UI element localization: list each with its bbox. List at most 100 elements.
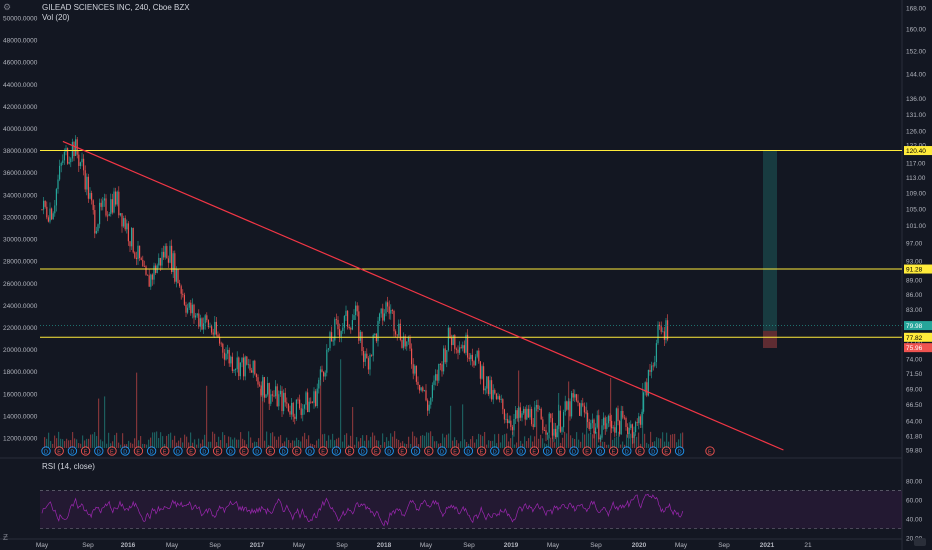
volume-bar [168, 434, 170, 448]
volume-bar [62, 439, 64, 448]
candle-body [532, 424, 534, 428]
candle-body [452, 335, 454, 346]
volume-bar [396, 438, 398, 448]
candle-body [254, 360, 256, 375]
candle-body [379, 313, 381, 321]
dividend-marker-label: D [44, 450, 48, 456]
volume-bar [428, 432, 430, 448]
candle-body [364, 353, 366, 362]
candle-body [273, 395, 275, 397]
volume-bar [508, 441, 510, 448]
time-tick-label: Sep [590, 542, 602, 549]
stop-zone [763, 330, 777, 348]
volume-tick-label: 42000.0000 [3, 104, 38, 111]
volume-bar [430, 431, 432, 448]
volume-bar [588, 433, 590, 448]
dividend-marker-label: D [387, 450, 391, 456]
volume-bar [604, 441, 606, 448]
volume-bar [544, 443, 546, 448]
candle-body [462, 345, 464, 349]
volume-bar [66, 438, 68, 448]
volume-bar [130, 442, 132, 448]
volume-bar [312, 444, 314, 448]
candle-body [622, 410, 624, 418]
candle-body [534, 407, 536, 428]
time-tick-label: May [166, 542, 179, 549]
rsi-indicator-label[interactable]: RSI (14, close) [42, 462, 95, 471]
candle-body [206, 315, 208, 321]
candle-body [292, 402, 294, 417]
candle-body [166, 246, 168, 259]
volume-bar [480, 434, 482, 448]
zoom-icon[interactable]: Ƶ [3, 533, 8, 542]
future-earnings-marker-label: E [708, 450, 712, 456]
volume-bar [274, 436, 276, 448]
candle-body [137, 245, 139, 259]
volume-bar [402, 441, 404, 448]
candle-body [342, 327, 344, 332]
candle-body [492, 390, 494, 400]
volume-bar [146, 444, 148, 448]
candle-body [367, 358, 369, 370]
candle-body [628, 427, 630, 434]
volume-bar [192, 442, 194, 448]
candle-body [495, 393, 497, 399]
volume-bar [292, 440, 294, 448]
candle-body [139, 245, 141, 259]
candle-body [223, 352, 225, 360]
candle-body [47, 217, 49, 222]
candle-body [334, 319, 336, 341]
candle-body [412, 364, 414, 374]
candle-body [126, 223, 128, 230]
candle-body [510, 420, 512, 427]
candle-body [667, 320, 669, 340]
volume-indicator-label[interactable]: Vol (20) [42, 13, 70, 22]
candle-body [553, 428, 555, 436]
dividend-marker [622, 446, 632, 456]
volume-bar [214, 433, 216, 448]
candle-body [311, 402, 313, 404]
volume-bar [462, 404, 464, 448]
candle-body [199, 318, 201, 327]
candle-body [574, 394, 576, 398]
candle-body [363, 351, 365, 362]
volume-bar [232, 439, 234, 448]
price-tick-label: 168.00 [906, 6, 926, 13]
volume-bar [334, 440, 336, 448]
volume-bar [166, 435, 168, 448]
volume-bar [406, 444, 408, 448]
earnings-marker-label: E [506, 450, 510, 456]
price-tick-label: 101.00 [906, 223, 926, 230]
volume-bar [188, 442, 190, 448]
candle-body [283, 392, 285, 412]
candle-body [169, 245, 171, 263]
candle-body [465, 334, 467, 353]
candle-body [204, 315, 206, 324]
volume-bar [680, 433, 682, 448]
volume-bar [528, 438, 530, 448]
candle-body [321, 369, 323, 372]
settings-icon[interactable]: ⚙ [3, 2, 12, 12]
price-badge [904, 332, 932, 342]
scroll-to-realtime-icon[interactable] [914, 538, 926, 546]
candle-body [383, 313, 385, 321]
candle-body [193, 304, 195, 318]
dividend-marker [490, 446, 500, 456]
candle-body [433, 380, 435, 385]
candle-body [185, 304, 187, 313]
target-zone [763, 150, 777, 331]
volume-bar [424, 435, 426, 448]
volume-bar [566, 433, 568, 448]
candle-body [556, 425, 558, 438]
volume-bar [436, 441, 438, 448]
earnings-marker [556, 446, 566, 456]
candle-body [67, 148, 69, 164]
symbol-title[interactable]: GILEAD SCIENCES INC, 240, Cboe BZX [42, 3, 190, 12]
price-tick-label: 89.00 [906, 277, 923, 284]
volume-bar [300, 441, 302, 448]
candle-body [571, 393, 573, 417]
volume-bar [286, 437, 288, 448]
candle-body [627, 426, 629, 434]
candle-body [463, 345, 465, 353]
